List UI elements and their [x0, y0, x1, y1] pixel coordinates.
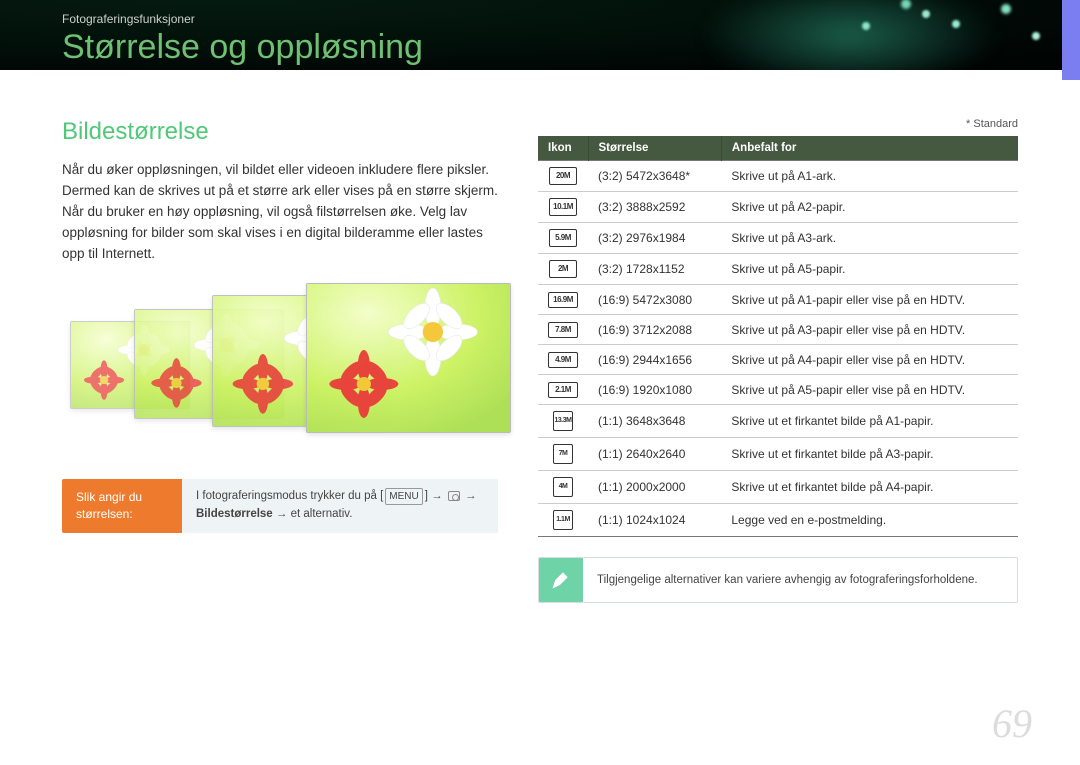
- howto-text: I fotograferingsmodus trykker du på: [196, 490, 380, 502]
- icon-cell: 4.9M: [538, 345, 588, 375]
- pen-icon: [539, 558, 583, 602]
- resolution-icon: 16.9M: [548, 292, 578, 308]
- menu-key-icon: MENU: [385, 488, 422, 505]
- resolution-icon: 2M: [549, 260, 577, 278]
- table-row: 2.1M (16:9) 1920x1080Skrive ut på A5-papi…: [538, 375, 1018, 405]
- table-row: 1.1M (1:1) 1024x1024Legge ved en e-postme…: [538, 504, 1018, 537]
- size-illustration: [70, 283, 470, 453]
- section-tab-indicator: [1062, 0, 1080, 80]
- howto-label: Slik angir du størrelsen:: [62, 479, 182, 533]
- size-cell: (1:1) 2640x2640: [588, 438, 721, 471]
- table-row: 5.9M (3:2) 2976x1984Skrive ut på A3-ark.: [538, 223, 1018, 254]
- resolution-table: Ikon Størrelse Anbefalt for 20M (3:2) 547…: [538, 136, 1018, 537]
- rec-cell: Skrive ut et firkantet bilde på A4-papir…: [721, 471, 1018, 504]
- rec-cell: Skrive ut et firkantet bilde på A1-papir…: [721, 405, 1018, 438]
- size-cell: (16:9) 1920x1080: [588, 375, 721, 405]
- info-text: Tilgjengelige alternativer kan variere a…: [583, 562, 992, 598]
- howto-instruction: I fotograferingsmodus trykker du på [MEN…: [182, 479, 498, 533]
- table-row: 4.9M (16:9) 2944x1656Skrive ut på A4-papi…: [538, 345, 1018, 375]
- resolution-icon: 4M: [553, 477, 573, 497]
- resolution-icon: 10.1M: [549, 198, 577, 216]
- resolution-icon: 5.9M: [549, 229, 577, 247]
- resolution-icon: 4.9M: [548, 352, 578, 368]
- col-icon: Ikon: [538, 136, 588, 161]
- size-cell: (3:2) 5472x3648*: [588, 161, 721, 192]
- size-cell: (3:2) 1728x1152: [588, 254, 721, 285]
- icon-cell: 10.1M: [538, 192, 588, 223]
- left-column: Bildestørrelse Når du øker oppløsningen,…: [62, 118, 498, 603]
- rec-cell: Skrive ut på A5-papir eller vise på en H…: [721, 375, 1018, 405]
- icon-cell: 13.3M: [538, 405, 588, 438]
- standard-note: * Standard: [538, 118, 1018, 130]
- table-header-row: Ikon Størrelse Anbefalt for: [538, 136, 1018, 161]
- rec-cell: Skrive ut på A1-papir eller vise på en H…: [721, 285, 1018, 315]
- size-cell: (1:1) 2000x2000: [588, 471, 721, 504]
- rec-cell: Skrive ut på A1-ark.: [721, 161, 1018, 192]
- right-column: * Standard Ikon Størrelse Anbefalt for 2…: [538, 118, 1018, 603]
- resolution-icon: 7M: [553, 444, 573, 464]
- breadcrumb: Fotograferingsfunksjoner: [62, 12, 195, 26]
- howto-tail: → et alternativ.: [273, 508, 353, 520]
- resolution-icon: 1.1M: [553, 510, 573, 530]
- resolution-icon: 20M: [549, 167, 577, 185]
- info-note: Tilgjengelige alternativer kan variere a…: [538, 557, 1018, 603]
- table-row: 7M (1:1) 2640x2640Skrive ut et firkantet …: [538, 438, 1018, 471]
- icon-cell: 5.9M: [538, 223, 588, 254]
- size-cell: (1:1) 3648x3648: [588, 405, 721, 438]
- rec-cell: Skrive ut et firkantet bilde på A3-papir…: [721, 438, 1018, 471]
- icon-cell: 2.1M: [538, 375, 588, 405]
- table-row: 2M (3:2) 1728x1152Skrive ut på A5-papir.: [538, 254, 1018, 285]
- section-title: Bildestørrelse: [62, 118, 498, 146]
- icon-cell: 4M: [538, 471, 588, 504]
- rec-cell: Skrive ut på A5-papir.: [721, 254, 1018, 285]
- icon-cell: 16.9M: [538, 285, 588, 315]
- size-cell: (16:9) 5472x3080: [588, 285, 721, 315]
- resolution-icon: 13.3M: [553, 411, 573, 431]
- resolution-icon: 7.8M: [548, 322, 578, 338]
- table-row: 10.1M (3:2) 3888x2592Skrive ut på A2-papi…: [538, 192, 1018, 223]
- page-title: Størrelse og oppløsning: [62, 28, 423, 67]
- table-row: 13.3M (1:1) 3648x3648Skrive ut et firkant…: [538, 405, 1018, 438]
- size-cell: (1:1) 1024x1024: [588, 504, 721, 537]
- size-cell: (3:2) 3888x2592: [588, 192, 721, 223]
- illustration-card: [306, 283, 511, 433]
- col-size: Størrelse: [588, 136, 721, 161]
- camera-icon: [448, 491, 460, 501]
- size-cell: (16:9) 2944x1656: [588, 345, 721, 375]
- table-row: 7.8M (16:9) 3712x2088Skrive ut på A3-papi…: [538, 315, 1018, 345]
- icon-cell: 7.8M: [538, 315, 588, 345]
- intro-paragraph: Når du øker oppløsningen, vil bildet ell…: [62, 160, 498, 265]
- col-rec: Anbefalt for: [721, 136, 1018, 161]
- size-cell: (16:9) 3712x2088: [588, 315, 721, 345]
- icon-cell: 2M: [538, 254, 588, 285]
- howto-box: Slik angir du størrelsen: I fotograferin…: [62, 479, 498, 533]
- rec-cell: Legge ved en e-postmelding.: [721, 504, 1018, 537]
- table-row: 4M (1:1) 2000x2000Skrive ut et firkantet …: [538, 471, 1018, 504]
- rec-cell: Skrive ut på A2-papir.: [721, 192, 1018, 223]
- table-row: 16.9M (16:9) 5472x3080Skrive ut på A1-pap…: [538, 285, 1018, 315]
- resolution-icon: 2.1M: [548, 382, 578, 398]
- icon-cell: 20M: [538, 161, 588, 192]
- rec-cell: Skrive ut på A3-ark.: [721, 223, 1018, 254]
- table-row: 20M (3:2) 5472x3648*Skrive ut på A1-ark.: [538, 161, 1018, 192]
- size-cell: (3:2) 2976x1984: [588, 223, 721, 254]
- icon-cell: 1.1M: [538, 504, 588, 537]
- page-number: 69: [992, 700, 1032, 747]
- rec-cell: Skrive ut på A4-papir eller vise på en H…: [721, 345, 1018, 375]
- howto-bold: Bildestørrelse: [196, 508, 273, 520]
- icon-cell: 7M: [538, 438, 588, 471]
- rec-cell: Skrive ut på A3-papir eller vise på en H…: [721, 315, 1018, 345]
